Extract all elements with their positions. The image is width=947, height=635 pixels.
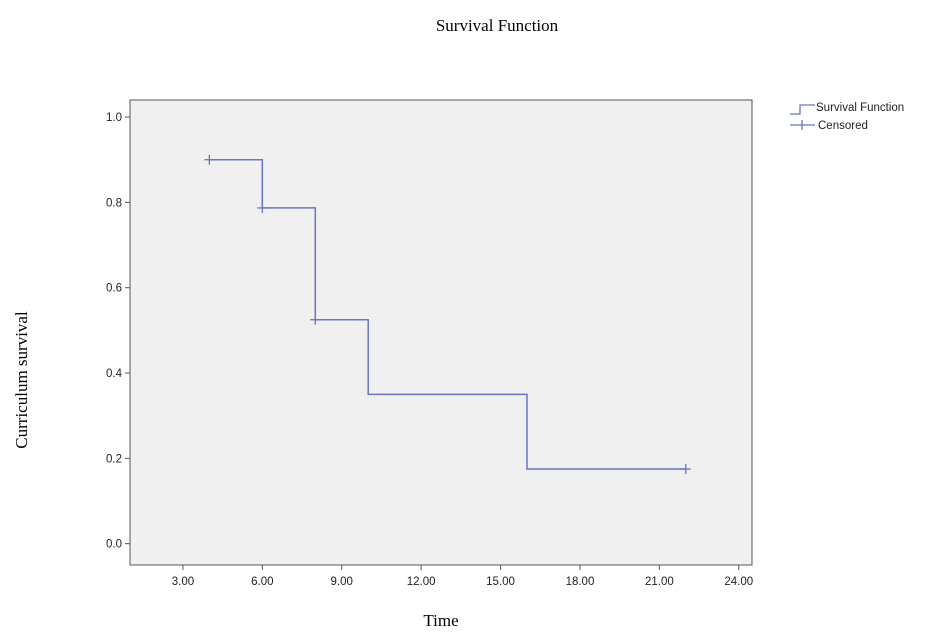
x-tick-label: 12.00 <box>407 576 436 588</box>
legend: Survival Function Censored <box>790 102 904 132</box>
legend-censored-label: Censored <box>818 120 868 132</box>
censored-marker <box>204 154 215 165</box>
y-tick-label: 0.6 <box>106 283 122 295</box>
x-axis: 3.00 6.00 9.00 12.00 15.00 18.00 21.00 24.00 <box>172 565 753 588</box>
legend-survival-swatch <box>790 104 815 115</box>
y-tick-label: 0.2 <box>106 453 122 465</box>
censored-marker <box>310 314 321 325</box>
y-axis-label: Curriculum survival <box>12 311 31 449</box>
x-tick-label: 3.00 <box>172 576 194 588</box>
y-tick-label: 0.0 <box>106 539 122 551</box>
chart-title: Survival Function <box>436 16 559 35</box>
y-tick-label: 0.8 <box>106 197 122 209</box>
survival-function-line <box>209 158 686 470</box>
censored-marker <box>257 202 268 213</box>
x-tick-label: 6.00 <box>251 576 273 588</box>
series-layer <box>204 154 691 475</box>
y-axis: 0.0 0.2 0.4 0.6 0.8 1.0 <box>106 112 130 551</box>
x-axis-label: Time <box>423 611 458 630</box>
x-tick-label: 18.00 <box>566 576 595 588</box>
x-tick-label: 9.00 <box>331 576 353 588</box>
legend-survival-label: Survival Function <box>816 102 904 114</box>
y-tick-label: 1.0 <box>106 112 122 124</box>
y-tick-label: 0.4 <box>106 368 123 380</box>
plot-area <box>129 99 753 566</box>
x-tick-label: 24.00 <box>724 576 753 588</box>
x-tick-label: 15.00 <box>486 576 515 588</box>
x-tick-label: 21.00 <box>645 576 674 588</box>
censored-marker <box>680 464 691 475</box>
